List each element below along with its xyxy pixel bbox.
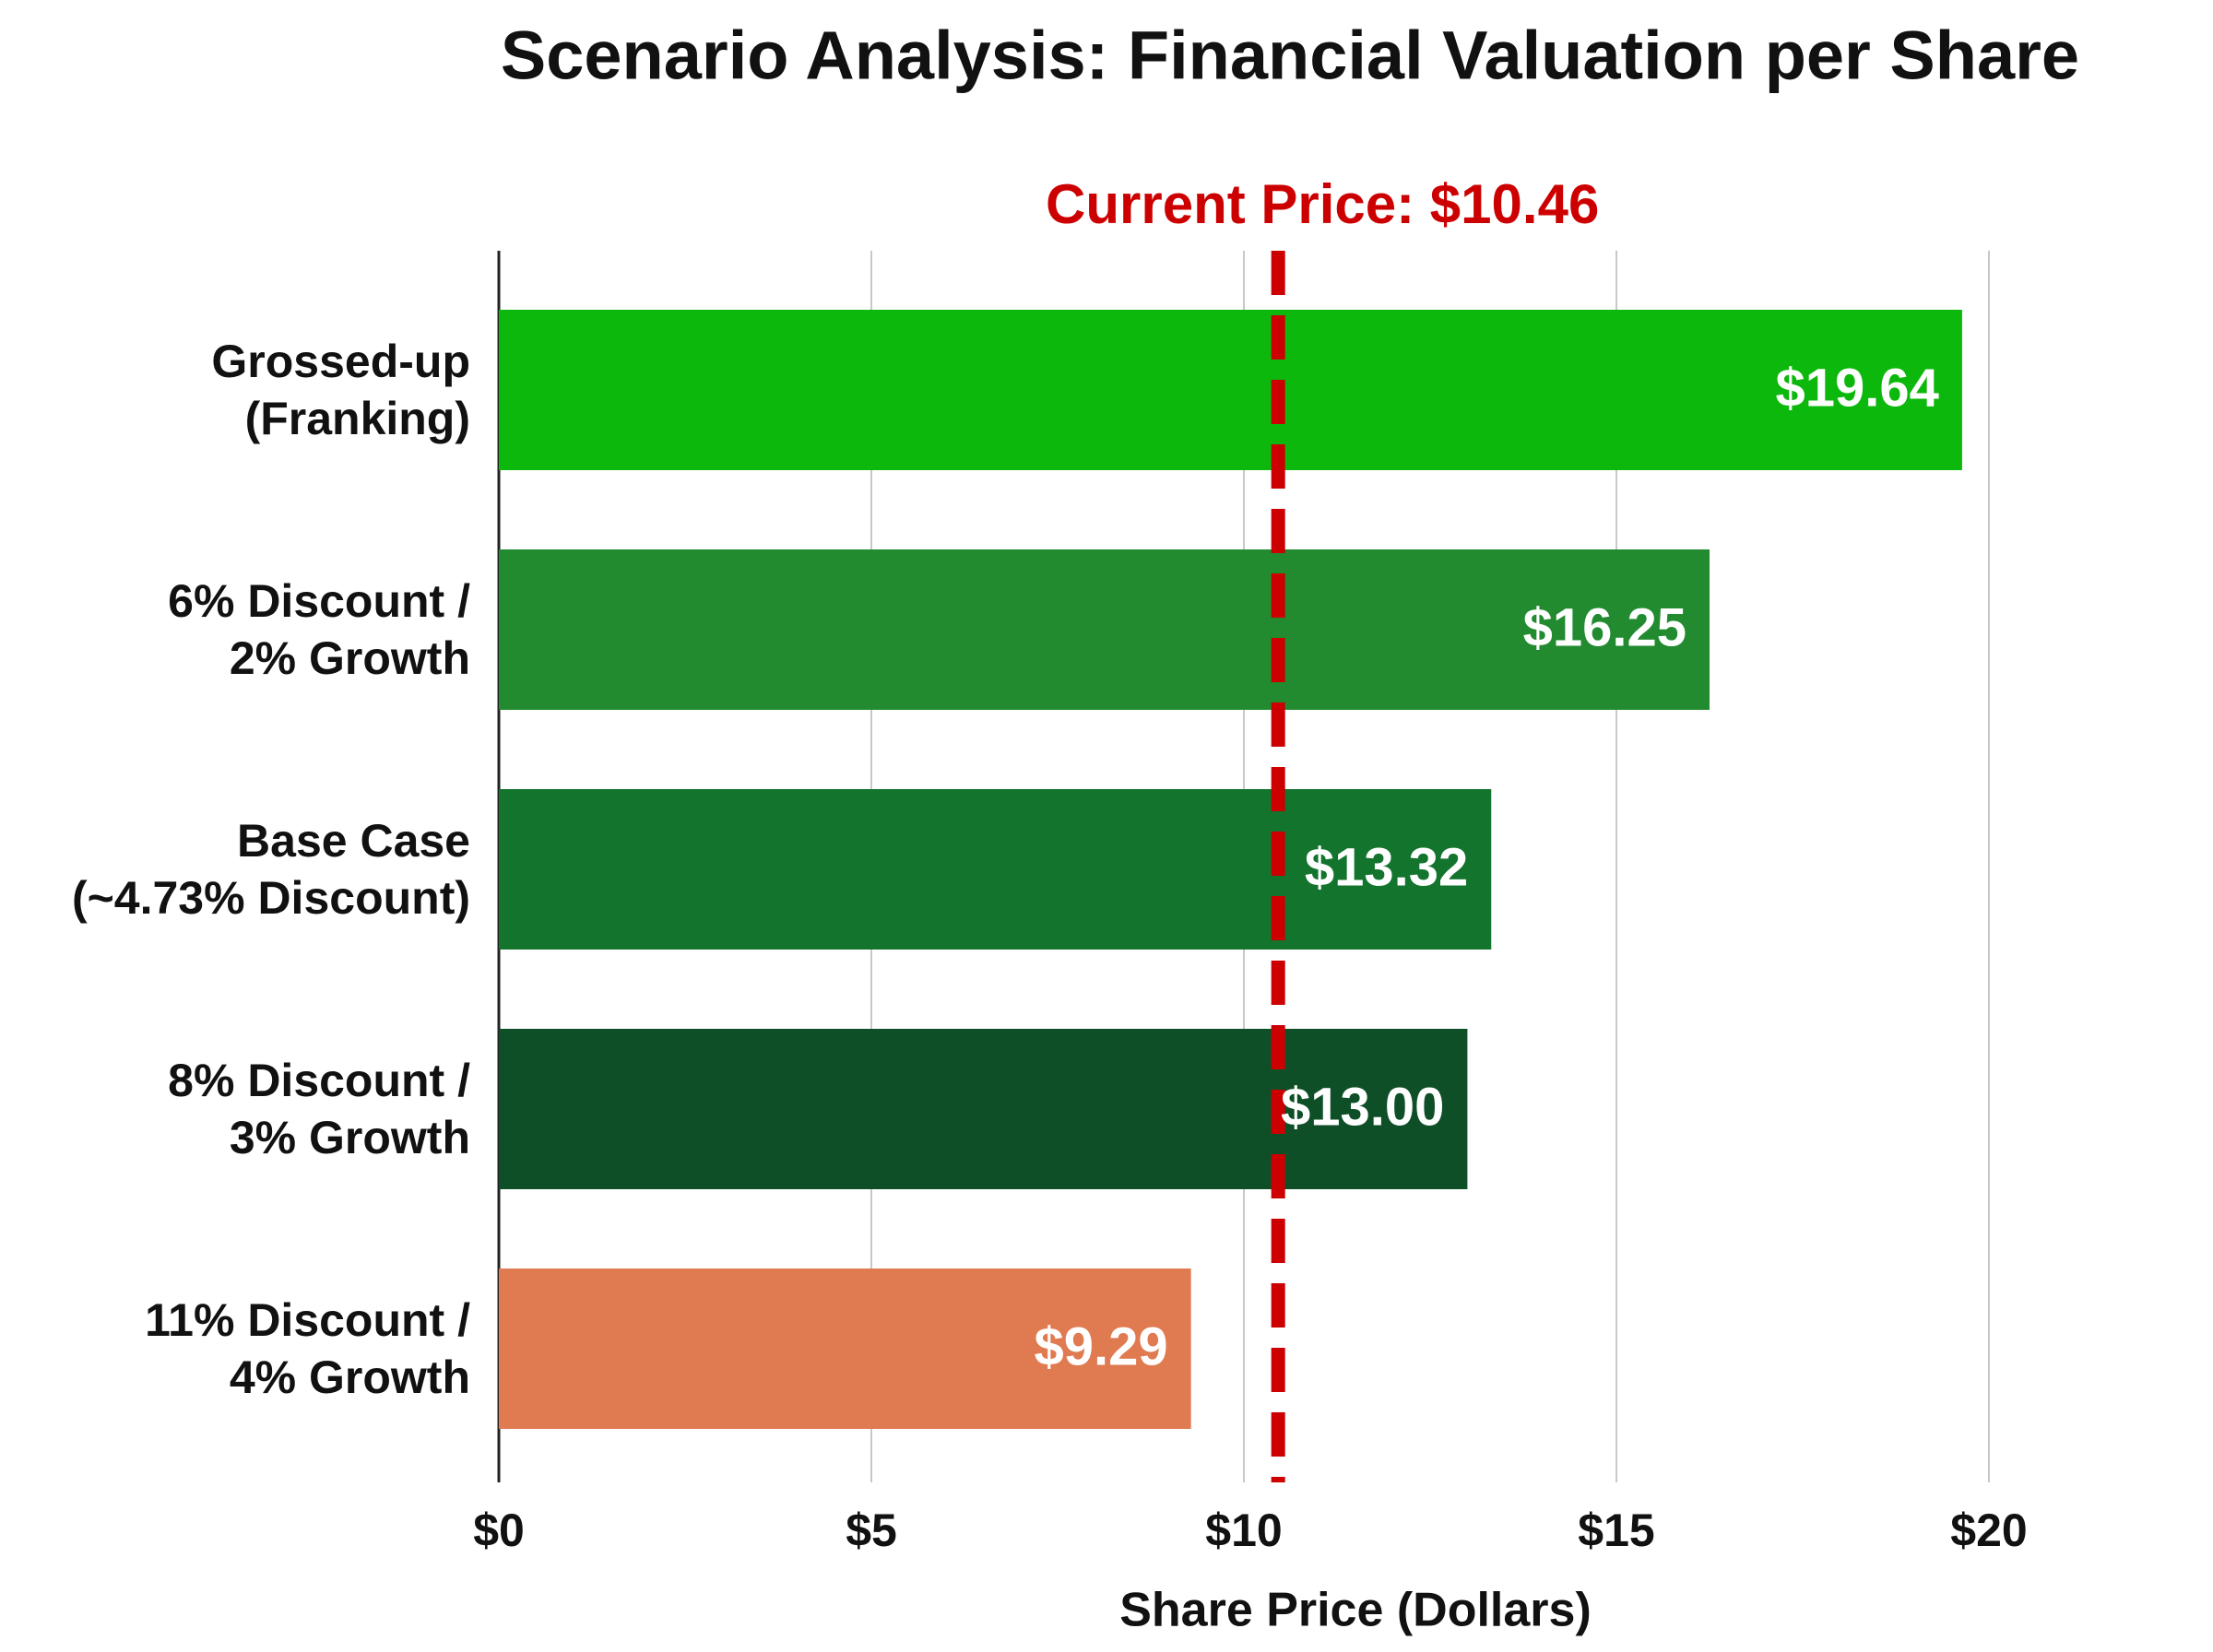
x-tick-label: $20	[1950, 1504, 2027, 1556]
y-tick-label: 11% Discount / 4% Growth	[145, 1294, 470, 1403]
y-tick-label: Grossed-up (Franking)	[211, 336, 470, 444]
bar	[499, 1029, 1468, 1189]
reference-label: Current Price: $10.46	[1046, 173, 1599, 235]
x-tick-label: $10	[1205, 1504, 1282, 1556]
value-label: $13.32	[1305, 837, 1468, 897]
value-label: $13.00	[1281, 1077, 1444, 1137]
bar	[499, 549, 1710, 710]
chart-title: Scenario Analysis: Financial Valuation p…	[501, 18, 2079, 94]
x-tick-label: $0	[473, 1504, 525, 1556]
bar	[499, 789, 1492, 950]
y-tick-label: Base Case (~4.73% Discount)	[71, 815, 470, 924]
y-tick-label: 8% Discount / 3% Growth	[168, 1055, 470, 1163]
x-tick-label: $15	[1578, 1504, 1654, 1556]
x-axis-label: Share Price (Dollars)	[1119, 1584, 1592, 1637]
bar	[499, 310, 1962, 470]
bar	[499, 1268, 1191, 1429]
value-label: $16.25	[1523, 597, 1686, 657]
value-label: $9.29	[1034, 1316, 1167, 1376]
value-label: $19.64	[1776, 358, 1939, 418]
y-tick-label: 6% Discount / 2% Growth	[168, 575, 470, 684]
x-tick-label: $5	[846, 1504, 897, 1556]
